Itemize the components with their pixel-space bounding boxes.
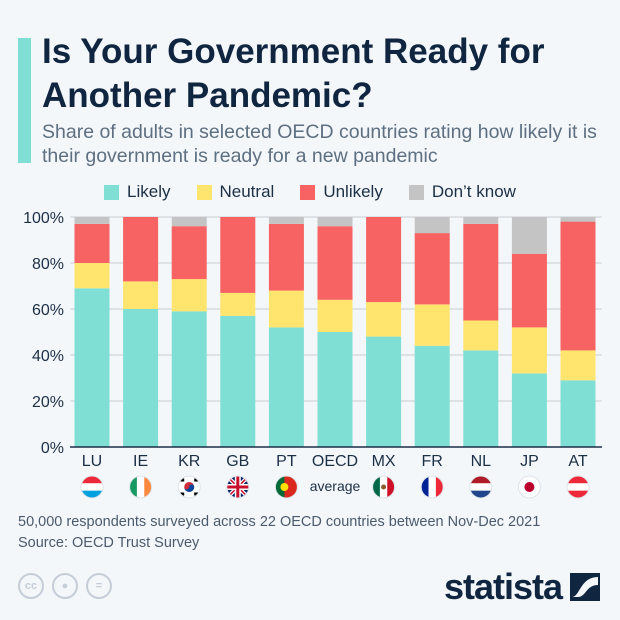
legend-item-dont-know: Don’t know [408,182,516,202]
bar-segment-neutral [74,263,110,289]
y-tick-label: 60% [32,302,64,319]
stacked-bar-chart: 0% 20% 40% 60% 80% 100% LU IE KR GB PT OECD average M… [23,210,602,499]
chart-title: Is Your Government Ready for Another Pan… [42,32,545,115]
footnote: 50,000 respondents surveyed across 22 OE… [18,512,540,554]
flag-ie-icon [129,475,153,499]
bar-segment-neutral [366,302,402,337]
bar-segment-unlikely [74,223,110,263]
bar-segment-likely [268,327,304,447]
legend-label: Unlikely [323,182,383,201]
bar-segment-neutral [317,299,353,332]
bar-segment-neutral [463,320,499,351]
bar-segment-unlikely [414,233,450,305]
legend-label: Don’t know [431,182,516,201]
x-tick-label: KR [178,453,200,470]
flag-kr-icon [177,475,201,499]
x-tick-label: PT [276,453,297,470]
bar-segment-don-t-know [463,217,499,224]
legend-item-likely: Likely [104,182,171,202]
bar-segment-don-t-know [74,217,110,224]
bar-segment-don-t-know [171,217,207,227]
bar-segment-don-t-know [414,217,450,234]
bar-segment-neutral [123,281,159,309]
bar-segment-likely [366,336,402,447]
flag-gb-icon [226,475,250,499]
y-tick-label: 0% [41,440,64,457]
y-tick-label: 80% [32,256,64,273]
bar-segment-unlikely [511,253,547,328]
statista-logo[interactable]: statista [444,566,600,608]
bar-segment-unlikely [463,223,499,321]
bar-segment-don-t-know [560,217,596,222]
legend: Likely Neutral Unlikely Don’t know [0,182,620,202]
bar-segment-likely [511,373,547,447]
flag-nl-icon [469,475,493,499]
footnote-text: 50,000 respondents surveyed across 22 OE… [18,514,541,530]
bar-segment-unlikely [317,226,353,300]
logo-wordmark: statista [443,566,563,607]
y-tick-label: 40% [32,348,64,365]
attribution-icon[interactable]: ● [52,573,78,599]
cc-icon[interactable]: cc [18,573,44,599]
x-tick-label: LU [82,453,102,470]
bar-segment-neutral [414,304,450,346]
statista-logo-icon [570,573,600,601]
bar-segment-neutral [511,327,547,374]
source-text: Source: OECD Trust Survey [18,535,200,551]
bar-segment-likely [560,380,596,447]
flag-pt-icon [274,475,298,499]
bar-segment-likely [220,315,256,447]
legend-swatch [104,184,120,200]
bar-segment-unlikely [560,221,596,351]
no-derivatives-icon[interactable]: = [86,573,112,599]
legend-item-neutral: Neutral [196,182,275,202]
bar-segment-unlikely [123,217,159,282]
bar-segment-don-t-know [268,217,304,224]
x-tick-label: NL [471,453,492,470]
bar-segment-unlikely [220,217,256,293]
license-icons: cc ● = [18,573,112,599]
bar-segment-likely [317,332,353,447]
bar-segment-neutral [220,292,256,316]
legend-label: Neutral [219,182,275,201]
x-tick-label: AT [568,453,587,470]
x-tick-label: FR [422,453,443,470]
legend-swatch [408,184,424,200]
bar-segment-likely [171,311,207,447]
x-tick-label: JP [520,453,539,470]
bar-segment-neutral [268,290,304,328]
legend-swatch [196,184,212,200]
flag-at-icon [566,475,590,499]
chart-subtitle: Share of adults in selected OECD countri… [42,121,597,167]
flag-jp-icon [517,475,541,499]
flag-fr-icon [420,475,444,499]
bar-segment-unlikely [268,223,304,291]
x-tick-label: IE [133,453,148,470]
flag-lu-icon [80,475,104,499]
y-tick-label: 20% [32,394,64,411]
bar-segment-unlikely [366,217,402,303]
x-tick-label: average [310,478,361,494]
legend-label: Likely [127,182,171,201]
bar-segment-don-t-know [511,217,547,254]
bar-segment-neutral [560,350,596,381]
bar-segment-likely [123,309,159,447]
bar-segment-likely [74,288,110,447]
bar-segment-don-t-know [317,217,353,227]
bar-segment-likely [414,345,450,447]
bar-segment-neutral [171,279,207,312]
legend-item-unlikely: Unlikely [300,182,383,202]
x-tick-label: MX [372,453,396,470]
bar-segment-likely [463,350,499,447]
flag-mx-icon [372,475,396,499]
legend-swatch [300,184,316,200]
x-tick-label: OECD [312,453,358,470]
x-tick-label: GB [226,453,249,470]
y-tick-label: 100% [23,210,64,227]
title-accent-bar [18,38,31,163]
bar-segment-unlikely [171,226,207,280]
